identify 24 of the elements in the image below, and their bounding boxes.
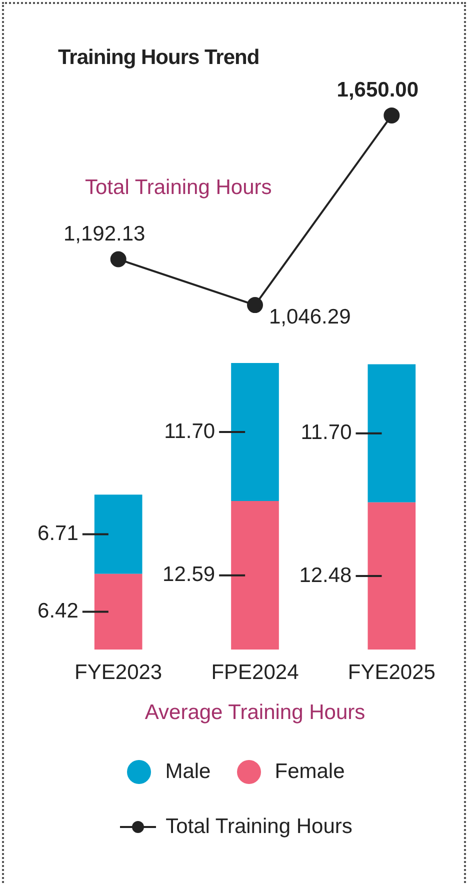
data-label: 11.70 [300, 421, 352, 444]
bar [368, 502, 416, 650]
data-label: 6.42 [38, 600, 78, 623]
data-label: 1,046.29 [269, 305, 351, 328]
data-label: 12.48 [299, 564, 352, 587]
x-tick-label: FYE2025 [348, 660, 436, 684]
bar [94, 494, 142, 574]
legend-label: Female [274, 760, 345, 783]
data-label: 11.70 [164, 420, 216, 443]
bar [231, 363, 279, 502]
legend-label: Total Training Hours [166, 815, 352, 838]
data-label: 12.59 [162, 563, 216, 586]
bar [368, 364, 416, 502]
data-label: 6.71 [38, 522, 78, 546]
bar [231, 501, 279, 650]
data-label: 1,650.00 [336, 78, 419, 102]
x-axis-title: Average Training Hours [144, 701, 366, 724]
text: Total Training Hours [85, 176, 272, 200]
bar [94, 574, 142, 650]
legend-label: Male [165, 760, 211, 783]
data-label: 1,192.13 [63, 222, 146, 246]
x-tick-label: FYE2023 [74, 660, 162, 684]
x-tick-label: FPE2024 [211, 660, 300, 684]
chart-title: Training Hours Trend [58, 46, 260, 70]
